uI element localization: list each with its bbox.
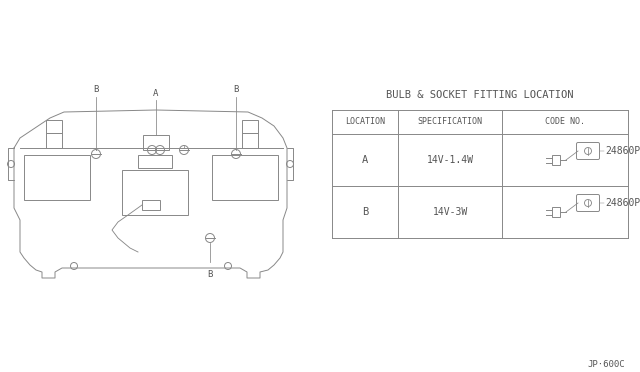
Text: 14V-1.4W: 14V-1.4W <box>426 155 474 165</box>
Text: 24860PE: 24860PE <box>605 146 640 156</box>
Text: B: B <box>234 86 239 94</box>
Text: CODE NO.: CODE NO. <box>545 118 585 126</box>
Bar <box>212 155 278 200</box>
Text: 24860PF: 24860PF <box>605 198 640 208</box>
Bar <box>122 170 188 215</box>
Bar <box>552 155 560 165</box>
Bar <box>138 155 172 168</box>
Bar <box>242 120 258 133</box>
Text: B: B <box>207 270 212 279</box>
Text: SPECIFICATION: SPECIFICATION <box>417 118 483 126</box>
Bar <box>142 200 160 210</box>
Text: A: A <box>362 155 368 165</box>
Bar <box>24 155 90 200</box>
Bar <box>46 133 62 148</box>
Text: 14V-3W: 14V-3W <box>433 207 468 217</box>
Bar <box>552 207 560 217</box>
Text: BULB & SOCKET FITTING LOCATION: BULB & SOCKET FITTING LOCATION <box>387 90 573 100</box>
Bar <box>242 133 258 148</box>
Text: B: B <box>362 207 368 217</box>
Bar <box>143 135 169 150</box>
Bar <box>46 120 62 133</box>
Text: A: A <box>154 89 159 97</box>
Text: JP·600C: JP·600C <box>588 360 625 369</box>
Text: B: B <box>93 86 99 94</box>
Text: LOCATION: LOCATION <box>345 118 385 126</box>
